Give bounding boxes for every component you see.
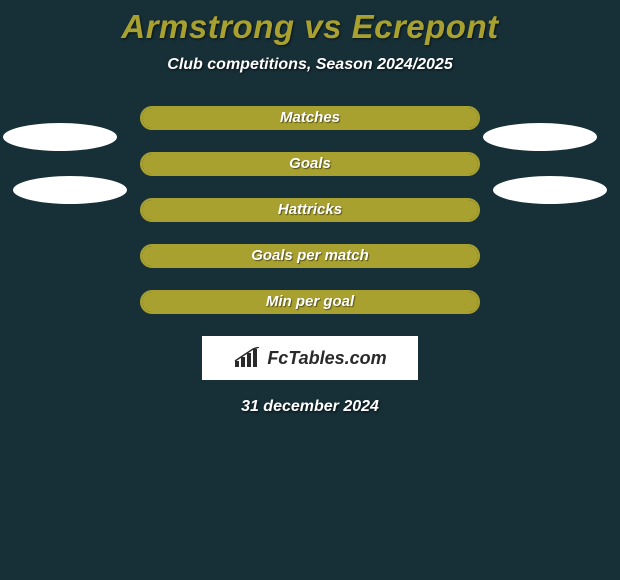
player-photo-placeholder [493,176,607,204]
stat-bar: Min per goal [140,290,480,314]
vs-separator: vs [295,8,352,45]
player-photo-placeholder [13,176,127,204]
logo-box: FcTables.com [202,336,418,380]
stat-label: Goals [142,154,478,174]
player-photo-placeholder [3,123,117,151]
player-photo-placeholder [483,123,597,151]
subtitle: Club competitions, Season 2024/2025 [0,56,620,74]
stat-row: 00Goals [0,152,620,176]
date-text: 31 december 2024 [0,398,620,416]
stat-row: Min per goal [0,290,620,314]
player-right-name: Ecrepont [352,8,499,45]
player-left-name: Armstrong [121,8,294,45]
stat-label: Goals per match [142,246,478,266]
stat-bar: Matches [140,106,480,130]
stat-label: Hattricks [142,200,478,220]
bars-icon [233,347,263,369]
stat-bar: Goals [140,152,480,176]
stat-label: Min per goal [142,292,478,312]
logo-text: FcTables.com [267,348,386,369]
stat-label: Matches [142,108,478,128]
comparison-infographic: Armstrong vs Ecrepont Club competitions,… [0,0,620,580]
stat-bar: Goals per match [140,244,480,268]
stat-bar: Hattricks [140,198,480,222]
page-title: Armstrong vs Ecrepont [0,0,620,46]
stat-row: Goals per match [0,244,620,268]
